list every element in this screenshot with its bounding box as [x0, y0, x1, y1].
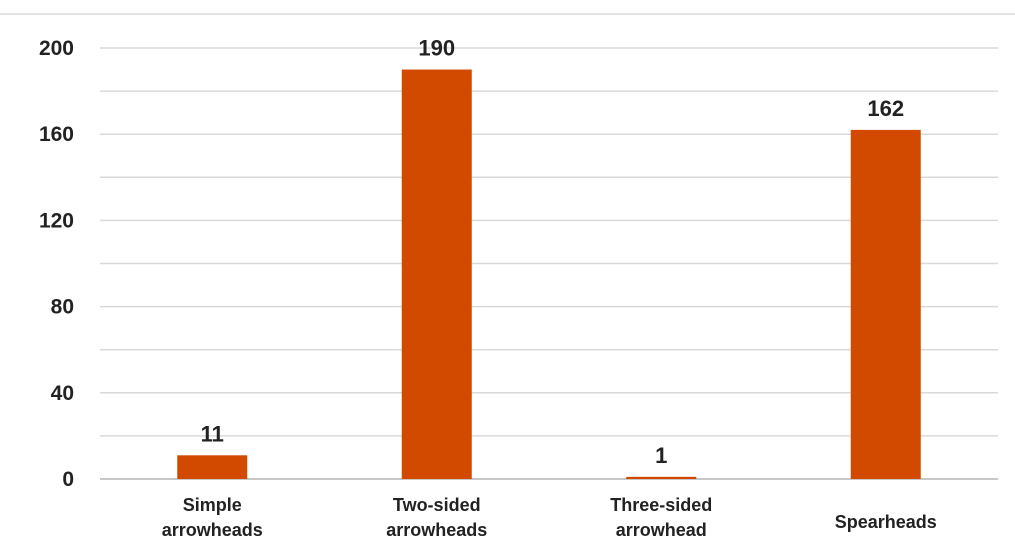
data-label: 162: [867, 96, 904, 121]
data-label: 11: [201, 421, 224, 446]
y-tick-label: 120: [39, 209, 74, 232]
data-label: 1: [655, 443, 667, 468]
category-label: Two-sided arrowheads: [386, 495, 487, 540]
y-tick-label: 80: [51, 296, 74, 319]
data-label: 190: [418, 36, 455, 61]
gridlines: [100, 47, 998, 480]
bar: [177, 455, 248, 479]
y-tick-label: 40: [51, 382, 74, 405]
y-tick-label: 0: [62, 468, 74, 491]
category-label: Three-sided arrowhead: [610, 495, 712, 540]
category-label: Spearheads: [835, 512, 937, 532]
data-labels: 11 190 1 162: [201, 36, 904, 468]
y-tick-label: 200: [39, 37, 74, 60]
y-axis-ticks: 0 40 80 120 160 200: [39, 37, 74, 491]
category-labels: Simple arrowheads Two-sided arrowheads Three…: [162, 495, 937, 540]
bars: [177, 69, 921, 480]
category-label: Simple arrowheads: [162, 495, 263, 540]
bar: [850, 129, 921, 479]
bar: [626, 476, 697, 479]
bar: [401, 69, 472, 480]
y-tick-label: 160: [39, 123, 74, 146]
